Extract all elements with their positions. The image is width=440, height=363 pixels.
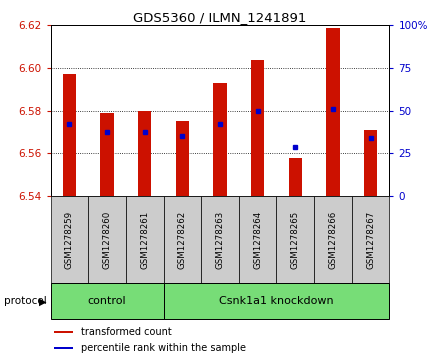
Text: percentile rank within the sample: percentile rank within the sample (81, 343, 246, 354)
Bar (352, 196, 389, 283)
Text: control: control (88, 296, 126, 306)
Text: transformed count: transformed count (81, 327, 172, 337)
Text: GSM1278263: GSM1278263 (216, 211, 224, 269)
Text: GSM1278267: GSM1278267 (366, 211, 375, 269)
Text: Csnk1a1 knockdown: Csnk1a1 knockdown (219, 296, 334, 306)
Bar (176, 121, 189, 196)
Text: protocol: protocol (4, 296, 47, 306)
Bar (51, 196, 88, 283)
Bar (63, 74, 76, 196)
Bar (126, 196, 164, 283)
Bar (51, 283, 164, 319)
Bar (239, 196, 276, 283)
Bar (138, 111, 151, 196)
Text: ▶: ▶ (39, 296, 47, 306)
Text: GSM1278259: GSM1278259 (65, 211, 74, 269)
Bar (88, 196, 126, 283)
Text: GSM1278260: GSM1278260 (103, 211, 112, 269)
Bar (164, 283, 389, 319)
Text: GSM1278261: GSM1278261 (140, 211, 149, 269)
Text: GSM1278264: GSM1278264 (253, 211, 262, 269)
Text: GSM1278266: GSM1278266 (328, 211, 337, 269)
Bar (289, 158, 302, 196)
Text: GSM1278265: GSM1278265 (291, 211, 300, 269)
Bar (100, 113, 114, 196)
Bar (251, 60, 264, 196)
Bar (54, 347, 73, 350)
Bar (276, 196, 314, 283)
Bar (164, 196, 201, 283)
Bar (364, 130, 377, 196)
Bar (201, 196, 239, 283)
Bar (326, 28, 340, 196)
Text: GSM1278262: GSM1278262 (178, 211, 187, 269)
Bar (54, 331, 73, 333)
Title: GDS5360 / ILMN_1241891: GDS5360 / ILMN_1241891 (133, 11, 307, 24)
Bar (314, 196, 352, 283)
Bar (213, 83, 227, 196)
